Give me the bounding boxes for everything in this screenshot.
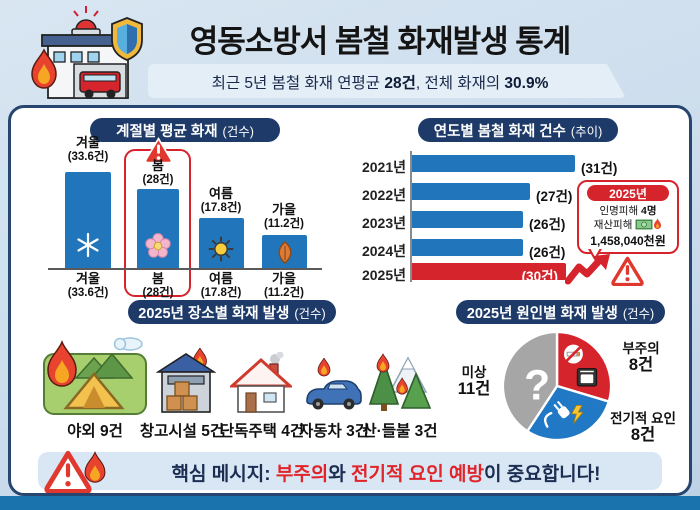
small-flame-icon (654, 218, 662, 229)
causes-pie-chart: ? (501, 330, 613, 442)
no-smoking-icon (561, 342, 586, 366)
money-icon (635, 219, 653, 230)
property-line: 재산피해 (579, 218, 677, 232)
leaf-icon (278, 240, 292, 265)
locations-title: 2025년 장소별 화재 발생 (건수) (128, 300, 336, 324)
key-message: 핵심 메시지: 부주의와 전기적 요인 예방이 중요합니다! (171, 464, 601, 485)
flame-icon (31, 48, 57, 89)
bar-value: (26건) (529, 217, 566, 232)
subtitle: 최근 5년 봄철 화재 연평균 28건, 전체 화재의 30.9% (211, 75, 549, 92)
hbar-2024 (412, 239, 523, 256)
warning-triangle-icon (611, 256, 644, 286)
warehouse-fire-icon (156, 348, 216, 413)
season-label-top: 겨울 (33.6건) (67, 135, 109, 163)
hbar-2023 (412, 211, 523, 228)
campsite-fire-icon (43, 337, 147, 415)
bar-value: (27건) (536, 189, 573, 204)
yearly-chart-title: 연도별 봄철 화재 건수 (추이) (418, 118, 618, 142)
year-label: 2022년 (361, 187, 406, 203)
pie-label-electric: 전기적 요인 8건 (610, 411, 676, 445)
hbar-2025 (412, 263, 566, 280)
pie-slice-unknown (501, 330, 559, 433)
callout-tail-inner (590, 248, 600, 257)
location-label: 산·들불 3건 (362, 423, 438, 440)
damage-callout: 2025년 인명피해 4명 재산피해 1,458,040천원 (577, 180, 679, 254)
question-mark: ? (524, 362, 550, 410)
bar-value: (26건) (529, 245, 566, 260)
season-label-bottom: 겨울 (33.6건) (67, 271, 109, 299)
seasonal-axis (48, 268, 322, 270)
casualty-line: 인명피해 4명 (599, 205, 657, 217)
year-label: 2024년 (361, 243, 406, 259)
callout-year: 2025년 (587, 185, 669, 201)
warning-triangle-icon (144, 137, 173, 163)
blossom-icon (145, 233, 171, 258)
location-label: 자동차 3건 (299, 423, 369, 440)
trend-up-arrow-icon (565, 254, 610, 285)
snowflake-icon (77, 232, 99, 258)
causes-title: 2025년 원인별 화재 발생 (건수) (456, 300, 665, 324)
season-label-top: 여름 (17.8건) (200, 186, 242, 214)
hbar-2021 (412, 155, 575, 172)
flame-icon (84, 451, 106, 483)
forest-fire-icon (368, 353, 432, 411)
seasonal-chart-title: 계절별 평균 화재 (건수) (90, 118, 280, 142)
location-label: 단독주택 4건 (219, 423, 305, 440)
season-label-bottom: 가을 (11.2건) (264, 271, 304, 299)
electric-plug-icon (543, 400, 584, 428)
car-fire-icon (306, 358, 362, 410)
yearly-axis (410, 151, 412, 282)
bar-value: (31건) (581, 161, 618, 176)
year-label: 2023년 (361, 215, 406, 231)
subtitle-band (148, 64, 626, 98)
stove-icon (576, 368, 598, 387)
pie-label-unknown: 미상 11건 (457, 365, 491, 399)
hbar-2022 (412, 183, 530, 200)
page-title: 영동소방서 봄철 화재발생 통계 (189, 24, 572, 59)
season-label-top: 가을 (11.2건) (264, 202, 304, 230)
shield-icon (111, 17, 143, 61)
pie-label-careless: 부주의 8건 (622, 341, 660, 375)
location-label: 야외 9건 (67, 423, 123, 440)
season-label-top: 봄 (28건) (142, 158, 174, 186)
key-message-band (38, 452, 662, 490)
year-label: 2025년 (361, 267, 406, 283)
sun-icon (208, 236, 234, 262)
property-amount: 1,458,040천원 (590, 234, 666, 248)
house-icon (230, 352, 292, 413)
season-label-bottom: 봄 (28건) (142, 271, 174, 299)
year-label: 2021년 (361, 159, 406, 175)
bar-value-2025: (30건) (521, 268, 558, 284)
warning-triangle-icon (44, 450, 92, 493)
bottom-strip (0, 496, 700, 510)
season-label-bottom: 여름 (17.8건) (200, 271, 242, 299)
location-label: 창고시설 5건 (139, 423, 225, 440)
fire-station-icon (31, 6, 143, 99)
